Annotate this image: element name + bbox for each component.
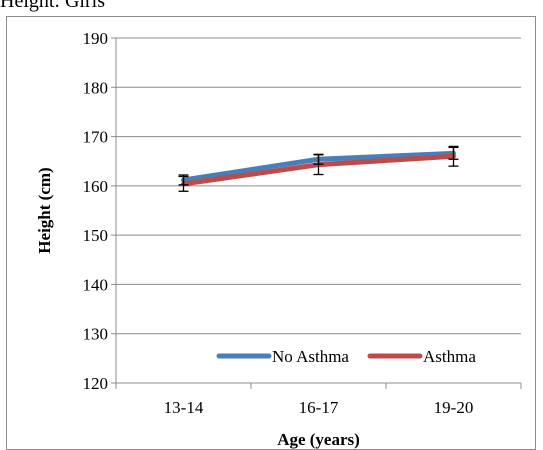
chart-frame: [6, 16, 536, 450]
x-tick-label: 19-20: [434, 398, 474, 417]
x-tick-label: 13-14: [164, 398, 204, 417]
legend-label: No Asthma: [272, 347, 349, 366]
y-tick-label: 190: [83, 29, 109, 48]
y-tick-label: 120: [83, 374, 109, 393]
legend-label: Asthma: [423, 347, 476, 366]
y-tick-label: 130: [83, 325, 109, 344]
x-axis-title: Age (years): [277, 430, 360, 449]
x-tick-label: 16-17: [299, 398, 339, 417]
y-tick-label: 160: [83, 177, 109, 196]
y-axis-title: Height (cm): [35, 167, 54, 253]
y-tick-label: 140: [83, 275, 109, 294]
y-tick-label: 180: [83, 78, 109, 97]
chart-caption: Height: Girls: [0, 0, 105, 12]
y-tick-label: 170: [83, 128, 109, 147]
y-tick-label: 150: [83, 226, 109, 245]
